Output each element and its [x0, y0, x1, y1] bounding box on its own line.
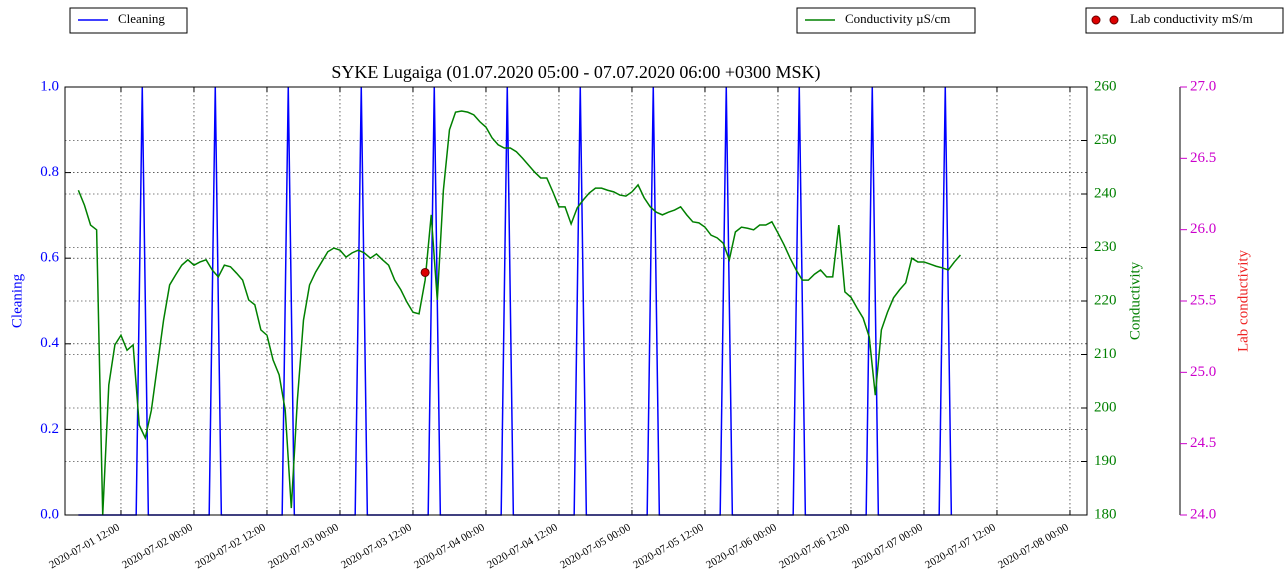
legend-swatch — [1109, 15, 1119, 25]
legend-label: Conductivity µS/cm — [845, 11, 950, 26]
y2-axis-label: Conductivity — [1127, 261, 1143, 340]
y3-tick-label: 25.0 — [1190, 364, 1216, 380]
x-tick-label: 2020-07-07 00:00 — [850, 521, 925, 571]
y3-tick-label: 25.5 — [1190, 292, 1216, 308]
x-tick-label: 2020-07-02 00:00 — [120, 521, 195, 571]
y2-tick-label: 220 — [1094, 292, 1117, 308]
x-tick-label: 2020-07-06 00:00 — [704, 521, 779, 571]
series-line — [77, 110, 962, 516]
y3-tick-label: 24.5 — [1190, 435, 1216, 451]
x-tick-label: 2020-07-05 12:00 — [631, 521, 706, 571]
y-tick-label: 0.8 — [40, 164, 59, 180]
lab-point — [420, 267, 430, 277]
y-tick-label: 0.2 — [40, 421, 59, 437]
y3-tick-label: 26.0 — [1190, 221, 1216, 237]
y-tick-label: 0.6 — [40, 250, 59, 266]
y2-tick-label: 240 — [1094, 185, 1117, 201]
y-axis-label: Cleaning — [9, 273, 25, 328]
legend-box — [1085, 7, 1284, 34]
x-tick-label: 2020-07-04 00:00 — [412, 521, 487, 571]
x-tick-label: 2020-07-07 12:00 — [923, 521, 998, 571]
y3-axis-label: Lab conductivity — [1235, 249, 1251, 352]
y-tick-label: 1.0 — [40, 78, 59, 94]
legend-label: Cleaning — [118, 11, 165, 26]
y3-tick-label: 26.5 — [1190, 150, 1216, 166]
y2-tick-label: 190 — [1094, 453, 1117, 469]
y3-tick-label: 24.0 — [1190, 506, 1216, 522]
x-tick-label: 2020-07-05 00:00 — [558, 521, 633, 571]
y2-tick-label: 230 — [1094, 239, 1117, 255]
plot-frame — [64, 86, 1088, 516]
y2-tick-label: 180 — [1094, 506, 1117, 522]
y2-tick-label: 200 — [1094, 399, 1117, 415]
legend-swatch — [1091, 15, 1101, 25]
y3-tick-label: 27.0 — [1190, 78, 1216, 94]
x-tick-label: 2020-07-08 00:00 — [996, 521, 1071, 571]
y2-tick-label: 250 — [1094, 132, 1117, 148]
x-tick-label: 2020-07-03 12:00 — [339, 521, 414, 571]
x-tick-label: 2020-07-06 12:00 — [777, 521, 852, 571]
y2-tick-label: 260 — [1094, 78, 1117, 94]
x-tick-label: 2020-07-01 12:00 — [47, 521, 122, 571]
legend-label: Lab conductivity mS/m — [1130, 11, 1253, 26]
y-tick-label: 0.0 — [40, 506, 59, 522]
chart-title: SYKE Lugaiga (01.07.2020 05:00 - 07.07.2… — [331, 62, 820, 83]
x-tick-label: 2020-07-02 12:00 — [193, 521, 268, 571]
y2-tick-label: 210 — [1094, 346, 1117, 362]
x-tick-label: 2020-07-04 12:00 — [485, 521, 560, 571]
y-tick-label: 0.4 — [40, 335, 59, 351]
x-tick-label: 2020-07-03 00:00 — [266, 521, 341, 571]
